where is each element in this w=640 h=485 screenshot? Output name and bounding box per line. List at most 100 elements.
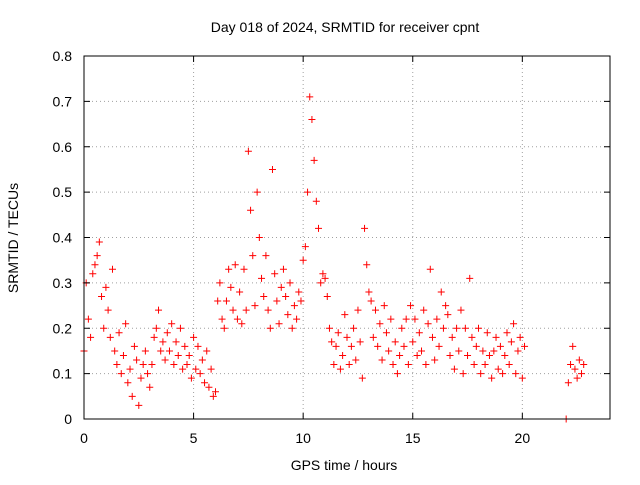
data-point-plus-marker <box>339 351 347 359</box>
data-point-plus-marker <box>89 270 97 278</box>
data-point-plus-marker <box>400 342 408 350</box>
data-point-plus-marker <box>163 329 171 337</box>
data-point-plus-marker <box>268 165 276 173</box>
data-point-plus-marker <box>459 370 467 378</box>
data-point-plus-marker <box>361 224 369 232</box>
data-point-plus-marker <box>95 238 103 246</box>
data-point-plus-marker <box>264 306 272 314</box>
data-point-plus-marker <box>393 370 401 378</box>
data-point-plus-marker <box>328 338 336 346</box>
data-point-plus-marker <box>341 311 349 319</box>
data-point-plus-marker <box>115 329 123 337</box>
data-point-plus-marker <box>286 279 294 287</box>
data-point-plus-marker <box>222 297 230 305</box>
data-point-plus-marker <box>468 333 476 341</box>
data-point-plus-marker <box>104 306 112 314</box>
data-point-plus-marker <box>477 370 485 378</box>
data-point-plus-marker <box>461 324 469 332</box>
x-tick-label: 0 <box>80 430 88 446</box>
data-point-plus-marker <box>437 288 445 296</box>
data-point-plus-marker <box>225 265 233 273</box>
data-point-plus-marker <box>155 306 163 314</box>
data-point-plus-marker <box>367 297 375 305</box>
data-point-plus-marker <box>170 361 178 369</box>
data-point-plus-marker <box>391 338 399 346</box>
data-point-plus-marker <box>100 324 108 332</box>
data-point-plus-marker <box>380 302 388 310</box>
data-point-plus-marker <box>212 388 219 396</box>
data-point-plus-marker <box>325 324 333 332</box>
data-point-plus-marker <box>218 315 226 323</box>
data-point-plus-marker <box>446 351 454 359</box>
data-point-plus-marker <box>141 347 149 355</box>
tick-layer: 0 5 10 15 20 0 0.1 0.2 0.3 0.4 0.5 0.6 0.7 0.8 <box>53 48 610 446</box>
data-point-plus-marker <box>238 320 246 328</box>
data-point-plus-marker <box>378 356 386 364</box>
y-tick-label: 0 <box>64 411 72 427</box>
data-point-plus-marker <box>111 347 119 355</box>
data-point-plus-marker <box>505 361 513 369</box>
data-point-plus-marker <box>150 333 158 341</box>
data-point-plus-marker <box>284 311 292 319</box>
data-point-plus-marker <box>124 379 132 387</box>
data-point-plus-marker <box>273 297 281 305</box>
data-point-plus-marker <box>457 306 465 314</box>
y-tick-label: 0.2 <box>53 320 73 336</box>
data-point-plus-marker <box>91 261 99 269</box>
data-point-plus-marker <box>358 374 366 382</box>
data-point-plus-marker <box>233 315 241 323</box>
data-point-plus-marker <box>288 324 296 332</box>
data-point-plus-marker <box>488 374 496 382</box>
data-point-plus-marker <box>483 329 491 337</box>
y-tick-label: 0.7 <box>53 93 73 109</box>
data-point-plus-marker <box>450 365 458 373</box>
data-point-plus-marker <box>209 392 217 400</box>
data-point-plus-marker <box>385 347 393 355</box>
data-point-plus-marker <box>573 374 581 382</box>
data-point-plus-marker <box>470 361 478 369</box>
data-point-plus-marker <box>485 351 493 359</box>
data-point-plus-marker <box>139 361 147 369</box>
data-point-plus-marker <box>308 116 316 124</box>
data-point-plus-marker <box>512 370 520 378</box>
data-point-plus-marker <box>464 351 472 359</box>
data-point-plus-marker <box>271 270 279 278</box>
data-point-plus-marker <box>201 379 209 387</box>
data-point-plus-marker <box>87 333 95 341</box>
data-point-plus-marker <box>253 188 261 196</box>
data-point-plus-marker <box>106 333 114 341</box>
data-point-plus-marker <box>198 356 206 364</box>
data-point-plus-marker <box>277 283 285 291</box>
data-point-plus-marker <box>455 347 463 355</box>
data-point-plus-marker <box>330 361 338 369</box>
data-point-plus-marker <box>133 356 141 364</box>
data-point-plus-marker <box>220 324 228 332</box>
data-point-plus-marker <box>176 324 184 332</box>
data-point-plus-marker <box>205 383 213 391</box>
grid-layer <box>84 56 610 419</box>
data-point-plus-marker <box>279 265 287 273</box>
data-point-plus-marker <box>148 361 156 369</box>
data-point-plus-marker <box>312 197 320 205</box>
data-point-plus-marker <box>571 365 579 373</box>
data-point-plus-marker <box>389 361 397 369</box>
y-axis-label: SRMTID / TECUs <box>5 183 21 293</box>
data-point-plus-marker <box>319 270 327 278</box>
data-point-plus-marker <box>317 279 325 287</box>
data-point-plus-marker <box>297 297 305 305</box>
data-point-plus-marker <box>407 302 415 310</box>
data-point-plus-marker <box>157 347 165 355</box>
chart-title: Day 018 of 2024, SRMTID for receiver cpn… <box>211 19 480 35</box>
data-point-plus-marker <box>334 329 342 337</box>
y-tick-label: 0.1 <box>53 366 73 382</box>
data-point-plus-marker <box>404 361 412 369</box>
data-point-plus-marker <box>514 347 522 355</box>
data-point-plus-marker <box>428 333 436 341</box>
data-point-plus-marker <box>119 351 127 359</box>
x-tick-label: 20 <box>515 430 531 446</box>
data-point-plus-marker <box>363 261 371 269</box>
y-tick-label: 0.4 <box>53 230 73 246</box>
data-point-plus-marker <box>168 320 176 328</box>
data-point-plus-marker <box>249 252 257 260</box>
data-point-plus-marker <box>196 370 204 378</box>
